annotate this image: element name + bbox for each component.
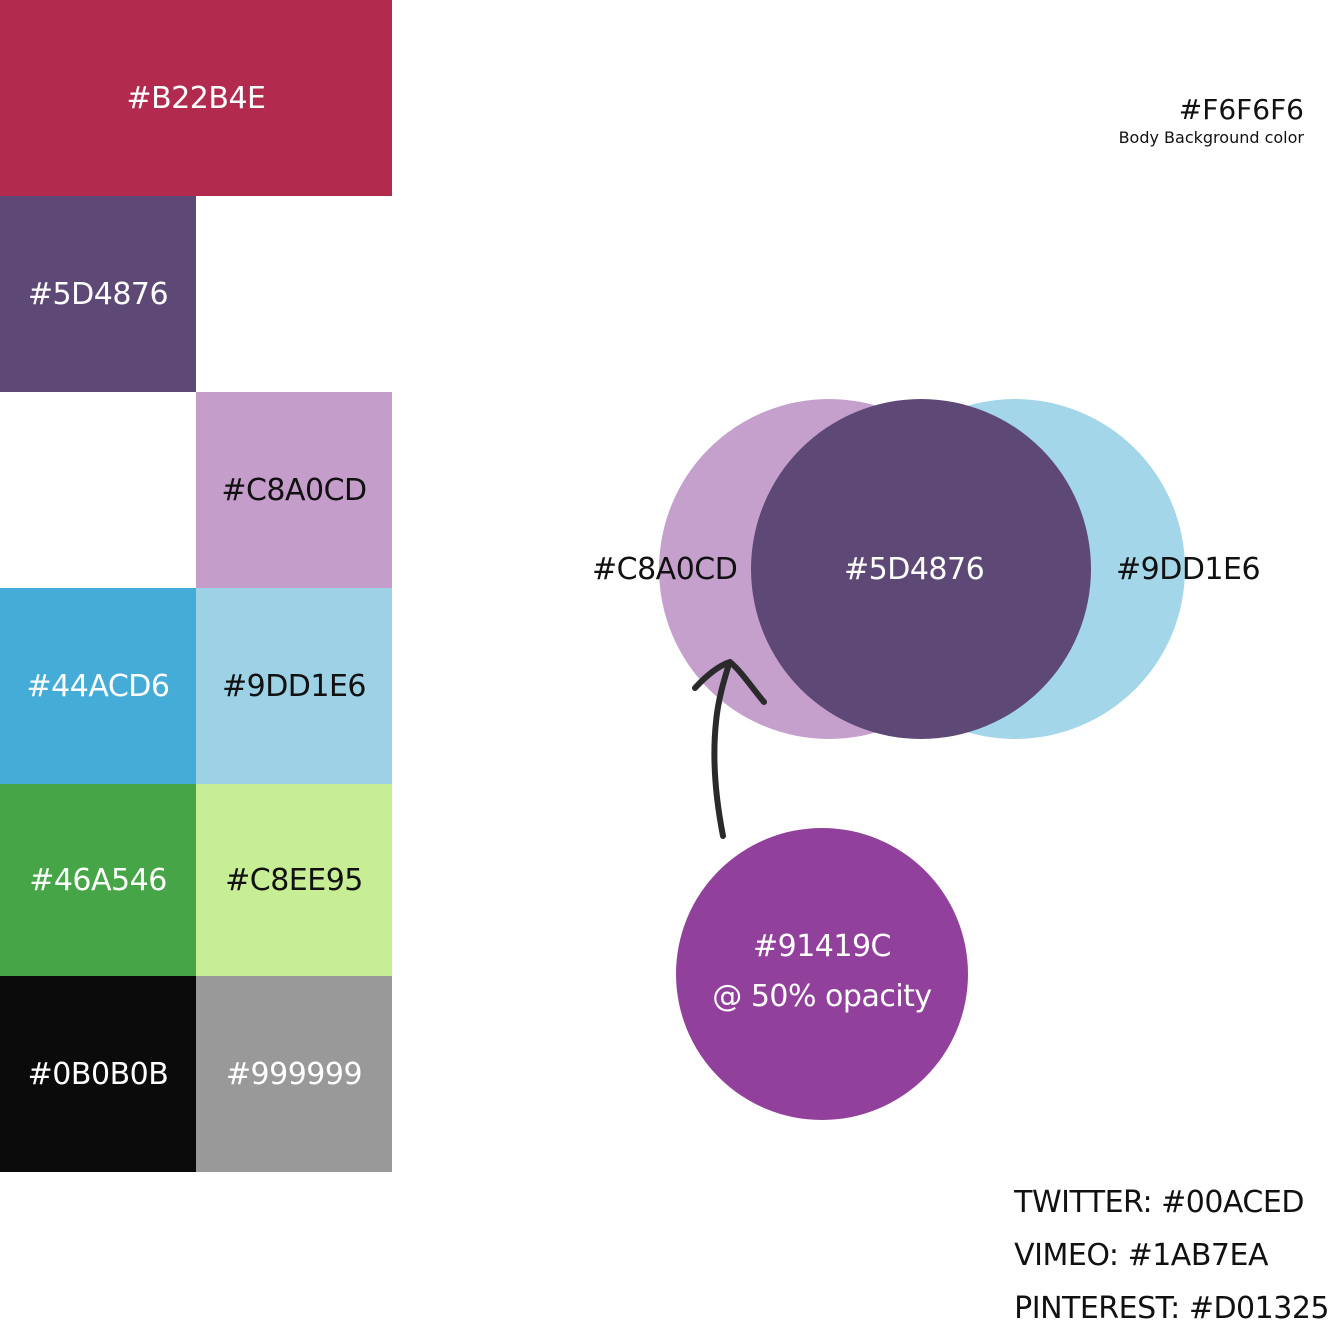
swatch-5d4876: #5D4876 [0,196,196,392]
swatch-0b0b0b: #0B0B0B [0,976,196,1172]
swatch-999999: #999999 [196,976,392,1172]
swatch-label: #C8EE95 [225,862,363,898]
swatch-b22b4e: #B22B4E [0,0,392,196]
swatch-label: #44ACD6 [26,668,170,704]
pinterest-color: PINTEREST: #D01325 [1014,1291,1329,1326]
overlay-circle-hex: #91419C [752,929,892,964]
swatch-46a546: #46A546 [0,784,196,976]
venn-left-label: #C8A0CD [592,552,738,587]
swatch-label: #0B0B0B [27,1056,169,1092]
swatch-label: #9DD1E6 [221,668,367,704]
swatch-44acd6: #44ACD6 [0,588,196,784]
swatch-c8a0cd: #C8A0CD [196,392,392,588]
swatch-label: #5D4876 [27,276,169,312]
body-background-note: #F6F6F6 Body Background color [1119,92,1304,148]
overlay-circle-opacity: @ 50% opacity [712,979,932,1014]
overlay-circle-label: #91419C @ 50% opacity [676,922,968,1022]
swatch-c8ee95: #C8EE95 [196,784,392,976]
swatch-label: #46A546 [29,862,167,898]
venn-center-circle [751,399,1091,739]
venn-right-label: #9DD1E6 [1116,552,1261,587]
venn-diagram [659,399,1185,1120]
body-background-caption: Body Background color [1118,128,1304,147]
vimeo-color: VIMEO: #1AB7EA [1014,1238,1268,1273]
overlay-circle [676,828,968,1120]
twitter-color: TWITTER: #00ACED [1014,1185,1304,1220]
swatch-label: #999999 [225,1056,363,1092]
social-colors: TWITTER: #00ACED VIMEO: #1AB7EA PINTERES… [1014,1176,1329,1335]
swatch-label: #B22B4E [126,80,266,116]
venn-center-label: #5D4876 [844,552,985,587]
body-background-hex: #F6F6F6 [1178,93,1304,126]
arrow-icon [692,659,767,839]
swatch-9dd1e6: #9DD1E6 [196,588,392,784]
swatch-label: #C8A0CD [221,472,367,508]
